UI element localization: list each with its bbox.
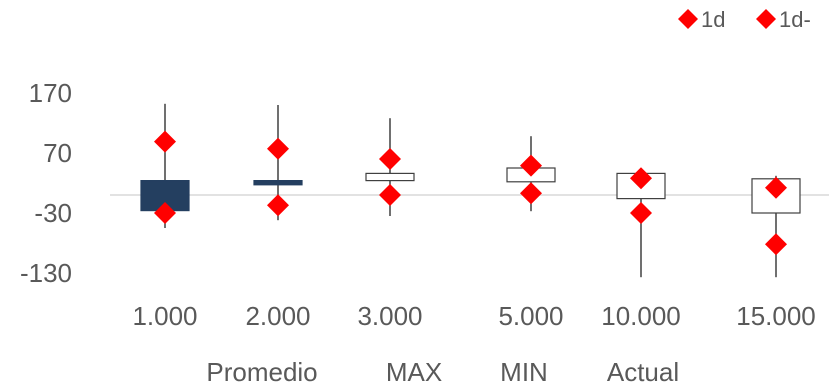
box-body (365, 172, 415, 182)
legend: 1d 1d- (678, 7, 811, 32)
diamond-marker (379, 184, 401, 206)
boxes (140, 103, 801, 278)
legend-marker (756, 9, 776, 29)
x-tick-label: 10.000 (601, 301, 681, 331)
legend-label: 1d- (779, 7, 811, 32)
bottom-labels: Promedio MAX MIN Actual (206, 357, 679, 387)
diamond-marker (154, 202, 176, 224)
x-axis: 1.000 2.000 3.000 5.000 10.000 15.000 (132, 301, 815, 331)
x-tick-label: 5.000 (498, 301, 563, 331)
x-tick-label: 2.000 (245, 301, 310, 331)
diamond-marker (267, 137, 289, 160)
diamond-marker (379, 148, 401, 170)
y-tick-label: 70 (43, 138, 72, 168)
category-group-label: MAX (386, 357, 442, 387)
diamond-marker (630, 202, 652, 224)
x-tick-label: 15.000 (736, 301, 816, 331)
category-group-label: Actual (607, 357, 679, 387)
category-group-label: MIN (500, 357, 548, 387)
legend-label: 1d (701, 7, 725, 32)
diamond-marker (154, 130, 176, 153)
diamond-marker (765, 176, 787, 199)
x-tick-label: 3.000 (357, 301, 422, 331)
box-body (253, 180, 303, 186)
diamond-marker (630, 167, 652, 190)
y-tick-label: -30 (34, 198, 72, 228)
y-axis: 170 70 -30 -130 (20, 78, 72, 288)
y-tick-label: -130 (20, 258, 72, 288)
diamond-marker (765, 233, 787, 256)
diamond-marker (267, 194, 289, 217)
legend-marker (678, 9, 698, 29)
diamond-marker (520, 182, 542, 205)
diamond-marker (520, 154, 542, 177)
y-tick-label: 170 (29, 78, 72, 108)
markers (154, 130, 787, 256)
category-group-label: Promedio (206, 357, 317, 387)
x-tick-label: 1.000 (132, 301, 197, 331)
